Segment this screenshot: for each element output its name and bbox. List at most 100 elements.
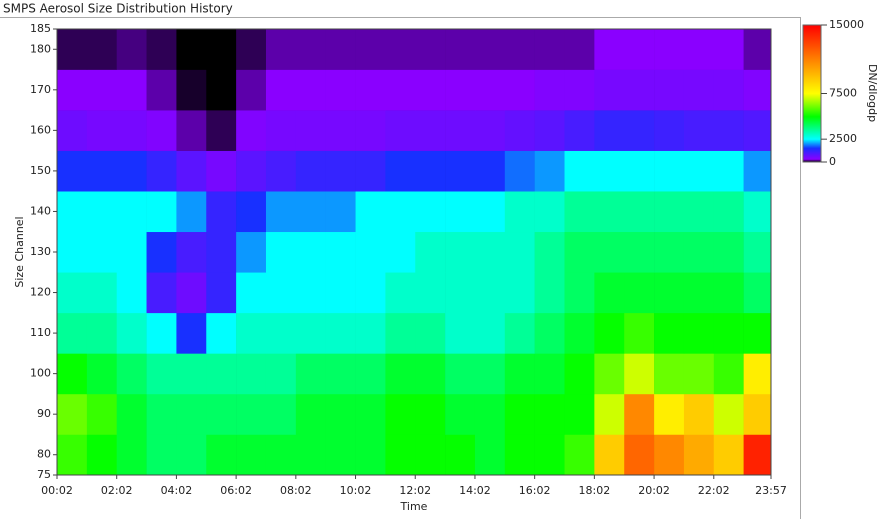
heatmap-cell (564, 191, 595, 233)
heatmap-cell (504, 272, 535, 314)
heatmap-cell (86, 69, 118, 111)
heatmap-cell (355, 191, 386, 233)
y-tick-label: 140 (30, 204, 51, 217)
heatmap-cell (116, 110, 147, 151)
heatmap-cell (713, 434, 744, 476)
heatmap-cell (355, 434, 386, 476)
heatmap-cell (445, 231, 476, 273)
y-tick-label: 185 (30, 22, 51, 35)
heatmap-cell (654, 434, 685, 476)
heatmap-cell (385, 272, 416, 314)
heatmap-cell (206, 272, 237, 314)
heatmap-cell (265, 110, 297, 151)
heatmap-cell (146, 272, 177, 314)
heatmap-cell (265, 434, 297, 476)
heatmap-cell (743, 434, 772, 476)
heatmap-cell (236, 272, 267, 314)
heatmap-cell (146, 69, 177, 111)
heatmap-cell (594, 69, 625, 111)
heatmap-cell (325, 231, 356, 273)
heatmap-cell (265, 393, 297, 435)
y-tick-label: 120 (30, 286, 51, 299)
heatmap-cell (654, 150, 685, 192)
heatmap-cell (176, 272, 207, 314)
heatmap-cell (445, 69, 476, 111)
heatmap-cell (295, 69, 326, 111)
heatmap-cell (564, 434, 595, 476)
heatmap-cell (116, 312, 147, 354)
heatmap-cell (385, 191, 416, 233)
heatmap-cell (265, 69, 297, 111)
heatmap-cell (116, 150, 147, 192)
heatmap-cell (564, 150, 595, 192)
heatmap-cell (176, 434, 207, 476)
x-tick-label: 23:57 (755, 484, 787, 497)
y-tick-label: 150 (30, 164, 51, 177)
heatmap-cell (295, 353, 326, 395)
heatmap-cell (534, 110, 565, 151)
heatmap-cell (474, 353, 506, 395)
heatmap-cell (415, 150, 446, 192)
y-tick-label: 90 (37, 407, 51, 420)
heatmap-cell (743, 150, 772, 192)
heatmap-cell (713, 231, 744, 273)
heatmap-cell (445, 150, 476, 192)
x-tick-label: 02:02 (101, 484, 133, 497)
heatmap-cell (654, 29, 685, 70)
heatmap-cell (116, 191, 147, 233)
x-tick-label: 18:02 (579, 484, 611, 497)
y-tick-label: 110 (30, 326, 51, 339)
x-tick-label: 16:02 (519, 484, 551, 497)
x-tick-label: 20:02 (638, 484, 670, 497)
heatmap-cell (236, 191, 267, 233)
heatmap-cell (295, 434, 326, 476)
heatmap-cell (146, 434, 177, 476)
heatmap-cell (683, 353, 715, 395)
heatmap-cell (146, 312, 177, 354)
heatmap-cell (654, 191, 685, 233)
heatmap-cell (86, 191, 118, 233)
heatmap-cell (206, 110, 237, 151)
heatmap-cell (206, 231, 237, 273)
heatmap-cell (504, 393, 535, 435)
heatmap-cell (594, 150, 625, 192)
heatmap-cell (683, 393, 715, 435)
heatmap-cell (654, 272, 685, 314)
heatmap-cell (534, 312, 565, 354)
x-tick-label: 14:02 (459, 484, 491, 497)
heatmap-cell (743, 231, 772, 273)
heatmap-cell (325, 312, 356, 354)
heatmap-cell (683, 110, 715, 151)
heatmap-cell (474, 110, 506, 151)
heatmap-cell (564, 69, 595, 111)
heatmap-cell (564, 312, 595, 354)
heatmap-cell (236, 434, 267, 476)
x-tick-label: 10:02 (340, 484, 372, 497)
heatmap-cell (57, 393, 88, 435)
heatmap-cell (415, 272, 446, 314)
heatmap-cell (116, 231, 147, 273)
heatmap-cell (504, 191, 535, 233)
heatmap-cell (86, 29, 118, 70)
heatmap-cell (504, 69, 535, 111)
heatmap-cell (534, 231, 565, 273)
y-tick-label: 80 (37, 448, 51, 461)
heatmap-cell (624, 29, 655, 70)
y-tick-label: 180 (30, 42, 51, 55)
heatmap-cell (683, 69, 715, 111)
heatmap-cell (325, 69, 356, 111)
heatmap-cell (445, 393, 476, 435)
heatmap-cell (474, 191, 506, 233)
colorbar-tick-label: 15000 (829, 18, 864, 31)
heatmap-cell (743, 69, 772, 111)
heatmap-cell (743, 312, 772, 354)
heatmap-cell (116, 393, 147, 435)
x-tick-label: 04:02 (161, 484, 193, 497)
y-tick-label: 130 (30, 245, 51, 258)
heatmap-cell (236, 69, 267, 111)
heatmap-cell (176, 110, 207, 151)
heatmap-cell (86, 312, 118, 354)
x-tick-label: 06:02 (220, 484, 252, 497)
y-tick-label: 160 (30, 123, 51, 136)
